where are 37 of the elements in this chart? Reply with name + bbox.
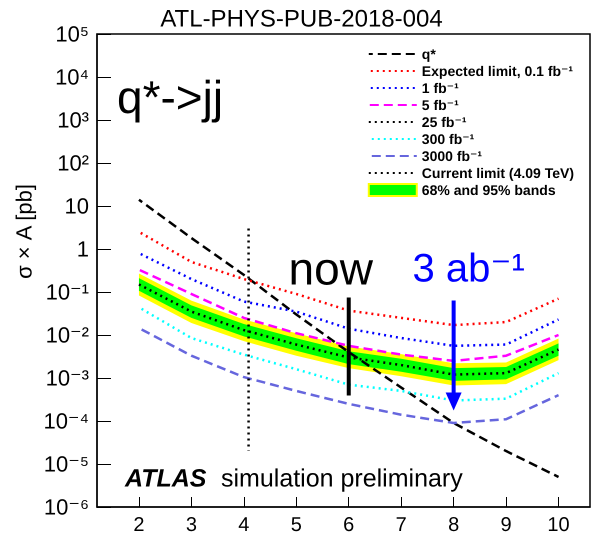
y-tick-label: 10³: [57, 108, 89, 132]
annotation: ATLAS: [124, 464, 207, 492]
y-axis-title: σ × A [pb]: [12, 184, 36, 279]
y-tick-label: 10⁵: [55, 22, 89, 46]
y-tick-label: 10⁻²: [46, 322, 89, 348]
x-tick-label: 6: [343, 514, 354, 536]
annotation: now: [288, 242, 374, 294]
x-tick-label: 10: [547, 514, 570, 536]
y-tick-label: 10⁻¹: [46, 280, 89, 304]
x-tick-label: 8: [448, 514, 460, 536]
x-tick-label: 2: [133, 514, 145, 536]
y-tick-label: 10: [64, 194, 89, 218]
legend-label: 300 fb⁻¹: [422, 131, 475, 147]
legend-label: 68% and 95% bands: [422, 182, 556, 198]
legend-label: 3000 fb⁻¹: [422, 148, 482, 164]
y-tick-label: 10⁴: [55, 64, 89, 90]
legend-label: Expected limit, 0.1 fb⁻¹: [422, 63, 574, 79]
annotation: simulation preliminary: [221, 464, 464, 492]
legend-label: Current limit (4.09 TeV): [422, 165, 574, 181]
x-tick-label: 4: [238, 514, 250, 536]
annotation: 3 ab⁻¹: [412, 246, 525, 290]
x-tick-label: 9: [500, 514, 512, 536]
y-tick-label: 10²: [57, 150, 89, 176]
annotation: q*->jj: [117, 71, 224, 123]
legend-label: 1 fb⁻¹: [422, 80, 460, 96]
y-tick-label: 10⁻³: [46, 366, 89, 390]
y-tick-label: 10⁻⁶: [44, 494, 89, 520]
legend-label: q*: [422, 46, 436, 62]
legend-label: 25 fb⁻¹: [422, 114, 467, 130]
x-tick-label: 7: [396, 514, 407, 536]
legend-label: 5 fb⁻¹: [422, 97, 460, 113]
y-tick-label: 10⁻⁴: [43, 408, 89, 434]
y-tick-label: 1: [76, 236, 89, 262]
x-tick-label: 5: [290, 514, 302, 536]
y-tick-label: 10⁻⁵: [44, 452, 89, 476]
chart-title: ATL-PHYS-PUB-2018-004: [160, 6, 443, 32]
x-tick-label: 3: [186, 514, 197, 536]
